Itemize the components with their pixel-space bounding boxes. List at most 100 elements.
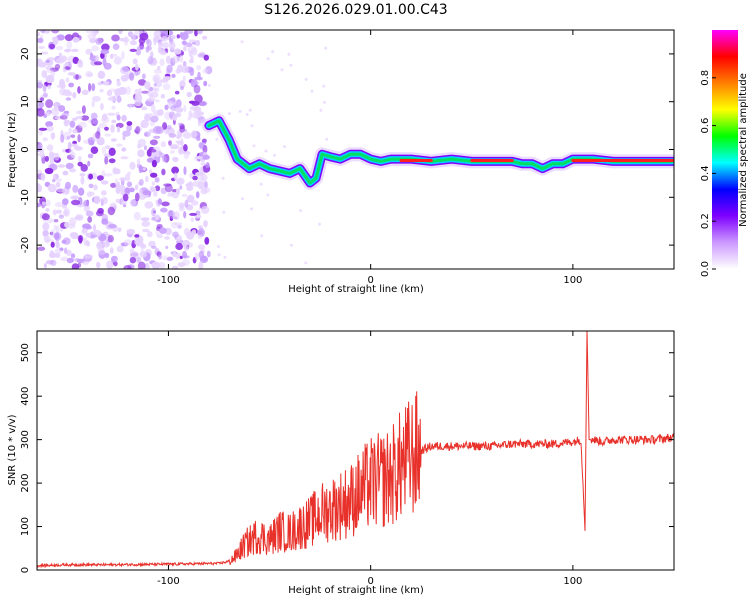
noise-speck — [41, 30, 46, 34]
noise-speck — [154, 177, 160, 183]
noise-speck — [148, 94, 154, 99]
noise-speck — [143, 145, 148, 151]
noise-speck — [153, 135, 161, 139]
noise-speck — [149, 186, 155, 193]
noise-speck — [129, 187, 135, 193]
noise-speck — [69, 232, 78, 238]
noise-speck — [191, 47, 198, 56]
noise-speck — [104, 145, 111, 150]
noise-speck — [159, 58, 165, 67]
noise-speck — [104, 156, 109, 165]
noise-speck — [72, 117, 78, 121]
noise-speck — [40, 173, 46, 181]
noise-speck — [172, 156, 179, 163]
noise-speck — [319, 108, 323, 112]
noise-speck — [60, 256, 69, 262]
noise-speck — [151, 159, 157, 168]
noise-speck — [88, 82, 92, 92]
noise-speck — [146, 231, 153, 238]
noise-speck — [81, 228, 88, 234]
noise-speck — [70, 134, 76, 138]
noise-speck — [142, 190, 152, 196]
snr-ytick-label: 200 — [20, 474, 31, 493]
noise-speck — [94, 61, 103, 66]
noise-speck — [44, 30, 51, 34]
noise-speck — [129, 72, 135, 81]
noise-speck — [202, 144, 208, 154]
noise-speck — [136, 45, 145, 51]
noise-speck — [153, 68, 162, 74]
noise-speck — [45, 199, 51, 207]
noise-speck — [160, 207, 168, 213]
noise-speck — [248, 108, 252, 112]
noise-speck — [202, 154, 211, 160]
noise-speck — [68, 91, 73, 97]
noise-speck — [280, 68, 284, 72]
noise-speck — [147, 56, 154, 65]
noise-speck — [61, 112, 70, 117]
noise-speck — [107, 112, 116, 116]
noise-speck — [146, 97, 156, 102]
colorbar-ticks: 0.0 0.2 0.4 0.6 0.8 — [700, 70, 716, 277]
noise-speck — [171, 73, 176, 78]
noise-speck — [120, 74, 129, 82]
noise-speck — [150, 115, 159, 123]
noise-speck — [170, 35, 176, 40]
noise-speck — [221, 176, 225, 180]
noise-speck — [197, 30, 203, 35]
noise-speck — [240, 40, 244, 44]
noise-speck — [85, 70, 93, 78]
noise-speck — [198, 261, 204, 269]
noise-speck — [197, 225, 203, 229]
noise-speck — [287, 52, 291, 56]
noise-speck — [183, 144, 188, 152]
noise-speck — [50, 241, 55, 248]
noise-speck — [290, 243, 293, 247]
noise-speck — [52, 36, 59, 45]
noise-speck — [77, 121, 87, 128]
noise-speck — [174, 90, 180, 95]
noise-speck — [170, 216, 178, 220]
noise-speck — [173, 172, 178, 181]
noise-speck — [91, 172, 98, 180]
noise-speck — [144, 131, 151, 137]
noise-speck — [67, 72, 76, 76]
noise-speck — [186, 231, 195, 240]
noise-speck — [43, 263, 48, 269]
noise-speck — [124, 187, 131, 194]
noise-speck — [172, 231, 179, 238]
noise-speck — [84, 254, 88, 259]
noise-speck — [195, 191, 200, 199]
noise-speck — [166, 64, 173, 74]
noise-speck — [45, 74, 55, 84]
noise-speck — [183, 46, 187, 51]
noise-speck — [129, 199, 137, 207]
noise-speck — [122, 130, 131, 137]
colorbar-tick-label: 0.8 — [700, 70, 711, 86]
noise-speck — [51, 30, 60, 34]
spectrogram-xtick-label: 0 — [367, 275, 373, 286]
snr-xtick-label: 100 — [563, 576, 582, 587]
noise-speck — [140, 123, 145, 128]
noise-speck — [238, 109, 242, 113]
noise-speck — [37, 37, 44, 44]
noise-speck — [61, 189, 70, 195]
noise-speck — [46, 144, 54, 151]
noise-speck — [217, 245, 220, 248]
snr-ytick-label: 100 — [20, 517, 31, 536]
noise-speck — [151, 207, 157, 217]
noise-speck — [100, 180, 109, 185]
noise-speck — [271, 50, 275, 54]
noise-speck — [83, 200, 89, 207]
noise-speck — [62, 198, 69, 206]
noise-speck — [176, 177, 185, 185]
noise-speck — [183, 166, 187, 176]
noise-speck — [140, 217, 150, 222]
noise-speck — [199, 100, 208, 107]
colorbar-label: Normalized spectral amplitude — [738, 73, 749, 227]
noise-speck — [91, 95, 101, 102]
noise-speck — [129, 257, 137, 264]
noise-speck — [37, 31, 41, 37]
